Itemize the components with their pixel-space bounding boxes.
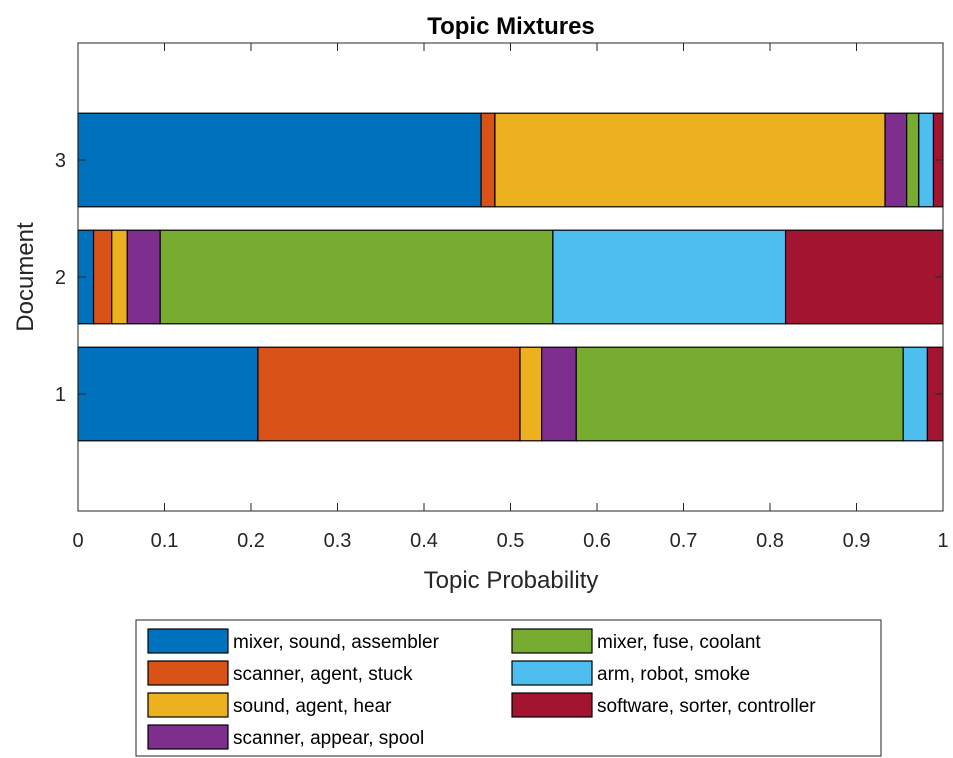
legend-swatch xyxy=(511,692,593,718)
x-axis-ticks: 0 0.1 0.2 0.3 0.4 0.5 0.6 0.7 0.8 0.9 1 xyxy=(72,43,949,552)
bar-doc2-topic2 xyxy=(92,229,113,325)
legend-label: scanner, agent, stuck xyxy=(233,664,413,685)
bar-doc1-topic3 xyxy=(519,346,543,442)
chart-title: Topic Mixtures xyxy=(427,13,595,40)
bar-doc3-topic5 xyxy=(906,112,920,208)
bar-doc3-topic6 xyxy=(918,112,935,208)
x-tick-label: 1 xyxy=(937,530,948,552)
x-tick-label: 0.7 xyxy=(670,530,698,552)
legend-box xyxy=(135,619,882,757)
bar-doc3-topic2 xyxy=(480,112,496,208)
y-axis-ticks: 1 2 3 xyxy=(55,150,943,406)
legend-swatch xyxy=(147,628,229,654)
x-tick-label: 0.2 xyxy=(237,530,265,552)
x-axis-label: Topic Probability xyxy=(424,567,599,594)
x-tick-label: 0.6 xyxy=(583,530,611,552)
x-tick-label: 0.5 xyxy=(497,530,525,552)
legend-label: mixer, sound, assembler xyxy=(233,632,440,653)
legend-swatch xyxy=(147,724,229,750)
y-tick-label: 2 xyxy=(55,267,66,289)
bar-doc2-topic4 xyxy=(126,229,161,325)
legend-label: arm, robot, smoke xyxy=(597,664,750,685)
bar-doc2-topic7 xyxy=(784,229,944,325)
legend: mixer, sound, assembler scanner, agent, s… xyxy=(135,619,882,757)
bar-doc1-topic5 xyxy=(575,346,904,442)
bar-doc3-topic1 xyxy=(77,112,482,208)
legend-label: sound, agent, hear xyxy=(233,696,392,717)
x-tick-label: 0.4 xyxy=(410,530,438,552)
bar-doc3-topic3 xyxy=(494,112,886,208)
bar-doc2-topic3 xyxy=(111,229,128,325)
bar-doc1-topic1 xyxy=(77,346,259,442)
y-tick-label: 3 xyxy=(55,150,66,172)
legend-swatch xyxy=(147,692,229,718)
x-tick-label: 0 xyxy=(72,530,83,552)
y-tick-label: 1 xyxy=(55,384,66,406)
bar-doc1-topic2 xyxy=(257,346,521,442)
bar-doc2-topic6 xyxy=(552,229,787,325)
legend-label: scanner, appear, spool xyxy=(233,728,424,749)
bars-group xyxy=(77,112,944,442)
legend-swatch xyxy=(511,628,593,654)
x-tick-label: 0.3 xyxy=(324,530,352,552)
x-tick-label: 0.8 xyxy=(756,530,784,552)
bar-doc1-topic4 xyxy=(541,346,577,442)
legend-swatch xyxy=(511,660,593,686)
bar-doc2-topic5 xyxy=(159,229,554,325)
legend-label: software, sorter, controller xyxy=(597,696,816,717)
y-axis-label: Document xyxy=(12,222,39,332)
legend-label: mixer, fuse, coolant xyxy=(597,632,761,653)
legend-swatch xyxy=(147,660,229,686)
bar-doc3-topic4 xyxy=(884,112,908,208)
x-tick-label: 0.1 xyxy=(151,530,179,552)
bar-doc1-topic6 xyxy=(902,346,929,442)
x-tick-label: 0.9 xyxy=(843,530,871,552)
